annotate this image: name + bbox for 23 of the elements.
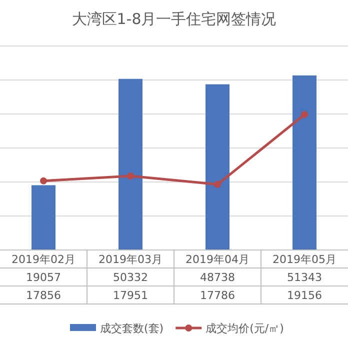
point (40, 177, 47, 184)
bar (118, 78, 142, 250)
data-label: 17856 (26, 289, 61, 302)
x-tick-label: 2019年05月 (272, 253, 336, 266)
bar (32, 185, 56, 250)
data-label: 51343 (287, 271, 322, 284)
data-label: 48738 (200, 271, 235, 284)
data-label: 19057 (26, 271, 61, 284)
x-tick-label: 2019年03月 (98, 253, 162, 266)
data-label: 17786 (200, 289, 235, 302)
x-tick-label: 2019年02月 (12, 253, 76, 266)
legend-label: 成交套数(套) (100, 322, 164, 335)
point (214, 180, 221, 188)
point (301, 111, 308, 118)
bar (292, 75, 316, 250)
bar (206, 84, 230, 250)
data-label: 17951 (113, 289, 148, 302)
x-tick-label: 2019年04月 (186, 253, 250, 266)
point (127, 172, 134, 180)
chart-title: 大湾区1-8月一手住宅网签情况 (72, 10, 276, 28)
data-label: 50332 (113, 271, 148, 284)
data-label: 19156 (287, 289, 322, 302)
legend-label: 成交均价(元/㎡) (206, 322, 284, 335)
